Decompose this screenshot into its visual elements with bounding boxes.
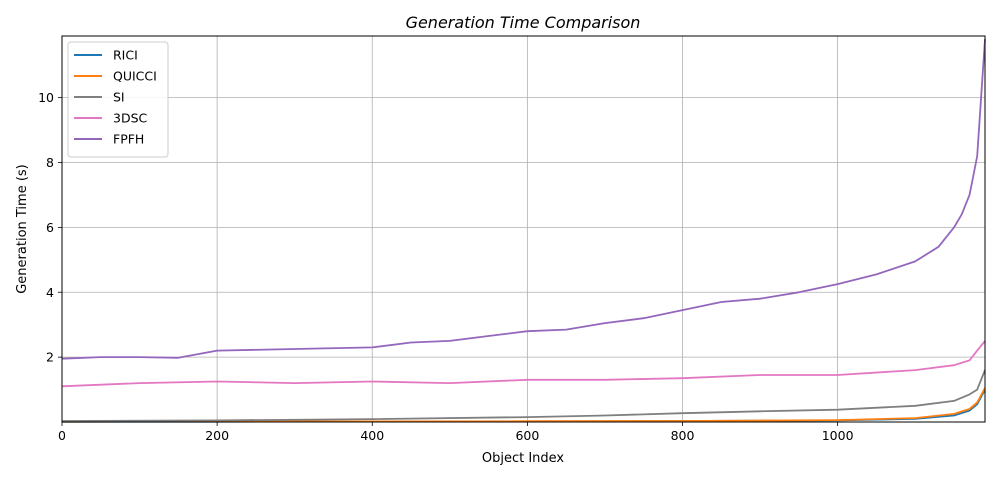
series-line-quicci (61, 387, 986, 423)
y-tick-label: 2 (46, 350, 54, 365)
legend: RICI QUICCI SI 3DSC FPFH (67, 41, 169, 158)
y-tick-label: 6 (46, 220, 54, 235)
y-axis-label: Generation Time (s) (15, 164, 30, 294)
legend-label-quicci: QUICCI (113, 69, 157, 84)
series-line-fpfh (61, 39, 986, 360)
x-tick-label: 800 (671, 428, 695, 443)
chart-title: Generation Time Comparison (406, 13, 641, 32)
x-tick-label: 400 (360, 428, 384, 443)
legend-box (67, 41, 169, 158)
legend-label-si: SI (113, 90, 125, 105)
y-tick-label: 10 (38, 90, 54, 105)
legend-label-fpfh: FPFH (113, 132, 144, 147)
legend-label-3dsc: 3DSC (113, 111, 148, 126)
x-axis-label: Object Index (482, 451, 565, 466)
y-tick-label: 4 (46, 285, 54, 300)
series-lines (61, 39, 986, 423)
grid (61, 36, 985, 422)
legend-label-rici: RICI (113, 48, 138, 63)
series-line-si (61, 369, 986, 422)
x-tick-label: 200 (205, 428, 229, 443)
plot-frame (61, 35, 986, 423)
x-tick-label: 600 (515, 428, 539, 443)
axis-ticks: 0 200 400 600 800 1000 2 4 6 8 10 (38, 90, 853, 443)
x-tick-label: 0 (58, 428, 66, 443)
x-tick-label: 1000 (822, 428, 854, 443)
series-line-3dsc (61, 340, 986, 388)
y-tick-label: 8 (46, 155, 54, 170)
